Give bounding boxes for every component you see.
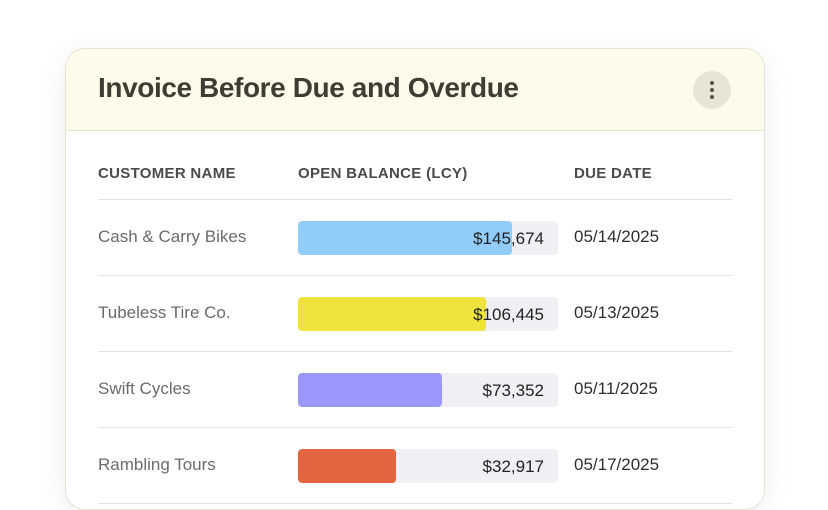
table-row[interactable]: Cash & Carry Bikes $145,674 05/14/2025 [98,200,732,276]
column-header-customer: CUSTOMER NAME [98,165,236,182]
due-date: 05/11/2025 [574,379,658,398]
column-header-balance: OPEN BALANCE (LCY) [298,165,468,182]
due-date: 05/17/2025 [574,455,660,474]
table-row[interactable]: Swift Cycles $73,352 05/11/2025 [98,352,732,428]
balance-value: $32,917 [482,457,544,476]
balance-bar: $73,352 [298,373,558,407]
due-date: 05/13/2025 [574,303,660,322]
balance-value: $73,352 [482,381,544,400]
balance-value: $106,445 [473,305,544,324]
balance-bar-fill [298,297,486,331]
column-header-due-date: DUE DATE [574,165,652,182]
customer-name: Cash & Carry Bikes [98,227,247,246]
balance-bar-fill [298,221,512,255]
card-header: Invoice Before Due and Overdue [66,49,764,131]
balance-bar: $32,917 [298,449,558,483]
customer-name: Tubeless Tire Co. [98,303,231,322]
card-title: Invoice Before Due and Overdue [98,72,519,103]
balance-bar: $145,674 [298,221,558,255]
balance-bar-fill [298,373,442,407]
customer-name: Rambling Tours [98,455,216,474]
due-date: 05/14/2025 [574,227,660,246]
balance-bar-fill [298,449,396,483]
balance-value: $145,674 [473,229,544,248]
more-vertical-icon [710,81,714,85]
table-header: CUSTOMER NAME OPEN BALANCE (LCY) DUE DAT… [98,149,732,200]
invoice-card: Invoice Before Due and Overdue CUSTOMER … [65,48,765,510]
table-row[interactable]: Tubeless Tire Co. $106,445 05/13/2025 [98,276,732,352]
more-options-button[interactable] [693,71,731,109]
invoice-table: CUSTOMER NAME OPEN BALANCE (LCY) DUE DAT… [98,149,732,504]
balance-bar: $106,445 [298,297,558,331]
customer-name: Swift Cycles [98,379,191,398]
table-row[interactable]: Rambling Tours $32,917 05/17/2025 [98,428,732,504]
